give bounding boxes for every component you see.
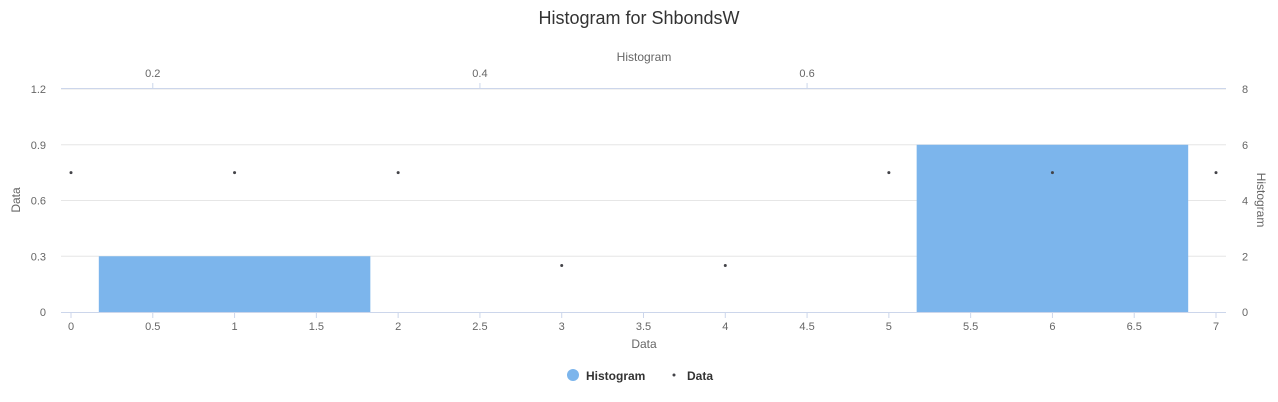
y2-tick-label: 2 [1242, 251, 1248, 263]
x2-tick-label: 0.6 [799, 68, 814, 80]
data-point[interactable] [723, 264, 727, 268]
legend-data-label: Data [687, 369, 713, 383]
x-tick-label: 5.5 [963, 321, 978, 333]
x-tick-label: 3 [559, 321, 565, 333]
x-tick-label: 5 [886, 321, 892, 333]
y-tick-label: 0.3 [31, 251, 46, 263]
data-point[interactable] [233, 171, 237, 175]
y2-axis-title: Histogram [1254, 173, 1268, 228]
y-axis-title: Data [9, 187, 23, 213]
x-tick-label: 6.5 [1127, 321, 1142, 333]
data-point[interactable] [1214, 171, 1218, 175]
x-tick-label: 4 [722, 321, 728, 333]
x-axis-title: Data [631, 337, 657, 351]
y2-tick-label: 8 [1242, 84, 1248, 96]
y-tick-label: 0 [40, 307, 46, 319]
legend-item-histogram[interactable]: Histogram [567, 369, 645, 383]
data-point[interactable] [560, 264, 564, 268]
x-tick-label: 0.5 [145, 321, 160, 333]
y2-tick-label: 6 [1242, 140, 1248, 152]
x-tick-label: 2.5 [472, 321, 487, 333]
x-tick-label: 3.5 [636, 321, 651, 333]
x-tick-label: 6 [1049, 321, 1055, 333]
x2-tick-label: 0.4 [472, 68, 487, 80]
x2-axis-title: Histogram [617, 50, 672, 64]
histogram-bar[interactable] [98, 256, 371, 312]
x-tick-label: 1.5 [309, 321, 324, 333]
legend-item-data[interactable]: Data [672, 369, 714, 383]
data-points [69, 171, 1218, 268]
y-tick-label: 1.2 [31, 84, 46, 96]
x-tick-label: 7 [1213, 321, 1219, 333]
data-point[interactable] [396, 171, 400, 175]
legend: Histogram Data [567, 369, 713, 383]
legend-data-symbol [672, 373, 676, 377]
axes: 0 0.3 0.6 0.9 1.2 0 2 4 6 8 0 0.5 1 1.5 2 2.5 3 3.5 4 4.5 5 5… [31, 68, 1248, 333]
x-tick-label: 0 [68, 321, 74, 333]
y-tick-label: 0.6 [31, 196, 46, 208]
histogram-bars [98, 144, 1189, 312]
x-tick-label: 4.5 [799, 321, 814, 333]
data-point[interactable] [887, 171, 891, 175]
x-tick-label: 1 [232, 321, 238, 333]
legend-histogram-symbol [567, 369, 579, 381]
y2-tick-label: 4 [1242, 196, 1248, 208]
x2-tick-label: 0.2 [145, 68, 160, 80]
y-tick-label: 0.9 [31, 140, 46, 152]
data-point[interactable] [1050, 171, 1054, 175]
legend-histogram-label: Histogram [586, 369, 645, 383]
histogram-bar[interactable] [916, 144, 1189, 312]
x-tick-label: 2 [395, 321, 401, 333]
y2-tick-label: 0 [1242, 307, 1248, 319]
chart-title: Histogram for ShbondsW [538, 8, 740, 28]
data-point[interactable] [69, 171, 73, 175]
